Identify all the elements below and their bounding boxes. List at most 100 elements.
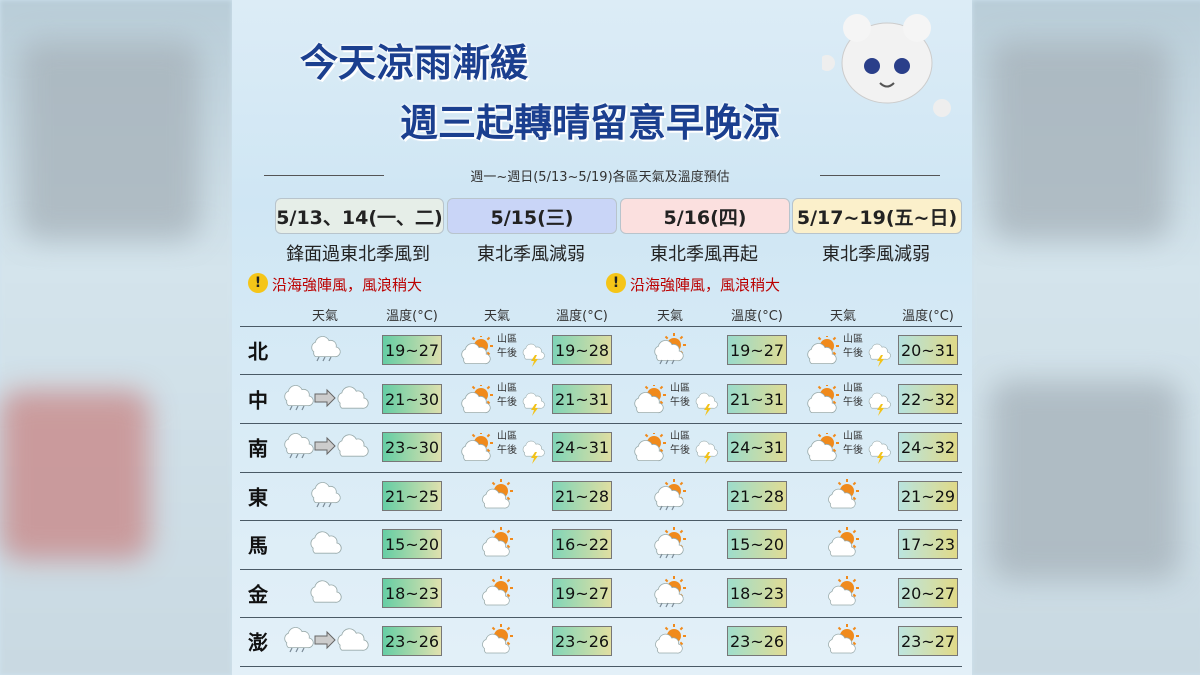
row-line bbox=[240, 520, 962, 521]
temperature: 19~27 bbox=[552, 578, 612, 608]
temperature: 23~26 bbox=[727, 626, 787, 656]
mascot bbox=[822, 14, 951, 117]
period-header: 5/13、14(一、二) bbox=[275, 198, 444, 234]
temperature: 21~31 bbox=[552, 384, 612, 414]
title-line: 週三起轉晴留意早晚涼 bbox=[400, 101, 781, 145]
temperature: 24~31 bbox=[552, 432, 612, 462]
temperature: 24~32 bbox=[898, 432, 958, 462]
icon-note: 午後 bbox=[843, 445, 863, 456]
weather-icon bbox=[807, 336, 839, 365]
temperature: 19~27 bbox=[727, 335, 787, 365]
row-line bbox=[240, 472, 962, 473]
temperature: 23~30 bbox=[382, 432, 442, 462]
weather-icon bbox=[807, 385, 839, 414]
icon-note: 山區 bbox=[497, 334, 517, 345]
temperature: 21~30 bbox=[382, 384, 442, 414]
column-header: 天氣 bbox=[656, 309, 684, 324]
period-header: 5/17~19(五~日) bbox=[792, 198, 962, 234]
temperature: 21~29 bbox=[898, 481, 958, 511]
weather-icon bbox=[284, 627, 369, 653]
weather-icon bbox=[461, 385, 493, 414]
temperature: 22~32 bbox=[898, 384, 958, 414]
icon-note: 山區 bbox=[497, 383, 517, 394]
weather-icon bbox=[284, 433, 369, 459]
weather-icon bbox=[522, 440, 545, 464]
weather-icon bbox=[654, 333, 686, 365]
icon-note: 午後 bbox=[843, 348, 863, 359]
icon-note: 午後 bbox=[843, 397, 863, 408]
temperature: 21~28 bbox=[727, 481, 787, 511]
weather-icon bbox=[482, 527, 513, 557]
weather-icon bbox=[482, 624, 513, 654]
column-header: 溫度(°C) bbox=[902, 309, 954, 324]
icon-note: 山區 bbox=[670, 383, 690, 394]
weather-icon bbox=[311, 336, 341, 362]
region: 中 bbox=[248, 388, 268, 413]
icon-note: 午後 bbox=[670, 397, 690, 408]
icon-note: 山區 bbox=[843, 383, 863, 394]
weather-icon bbox=[522, 392, 545, 416]
temperature: 17~23 bbox=[898, 529, 958, 559]
period-desc: 東北季風減弱 bbox=[822, 244, 930, 265]
weather-icon bbox=[310, 531, 342, 554]
column-header: 溫度(°C) bbox=[731, 309, 783, 324]
icon-note: 午後 bbox=[497, 348, 517, 359]
weather-icon bbox=[461, 433, 493, 462]
blur-shape bbox=[990, 380, 1180, 580]
column-header: 天氣 bbox=[483, 309, 511, 324]
blur-shape bbox=[20, 40, 200, 240]
row-line bbox=[240, 326, 962, 327]
weather-icon bbox=[868, 392, 891, 416]
temperature: 18~23 bbox=[727, 578, 787, 608]
icon-note: 午後 bbox=[670, 445, 690, 456]
weather-icon bbox=[807, 433, 839, 462]
region: 金 bbox=[248, 582, 268, 607]
weather-icon bbox=[284, 385, 369, 411]
blur-shape bbox=[990, 40, 1170, 240]
temperature: 20~27 bbox=[898, 578, 958, 608]
temperature: 15~20 bbox=[382, 529, 442, 559]
region: 澎 bbox=[248, 630, 268, 655]
icon-note: 午後 bbox=[497, 445, 517, 456]
weather-icon bbox=[654, 479, 686, 511]
period-header: 5/15(三) bbox=[447, 198, 617, 234]
row-line bbox=[240, 569, 962, 570]
icon-note: 午後 bbox=[497, 397, 517, 408]
temperature: 20~31 bbox=[898, 335, 958, 365]
weather-icon bbox=[482, 479, 513, 509]
column-header: 天氣 bbox=[829, 309, 857, 324]
warning-icon: ​! bbox=[606, 273, 626, 293]
weather-icon bbox=[828, 527, 859, 557]
temperature: 18~23 bbox=[382, 578, 442, 608]
icon-note: 山區 bbox=[670, 431, 690, 442]
warning-icon: ​! bbox=[248, 273, 268, 293]
weather-icon bbox=[461, 336, 493, 365]
temperature: 23~27 bbox=[898, 626, 958, 656]
temperature: 23~26 bbox=[552, 626, 612, 656]
weather-icon bbox=[868, 440, 891, 464]
weather-icon bbox=[655, 624, 686, 654]
blur-shape bbox=[0, 390, 150, 560]
row-line bbox=[240, 374, 962, 375]
temperature: 21~28 bbox=[552, 481, 612, 511]
region: 北 bbox=[248, 339, 268, 364]
weather-icon bbox=[828, 479, 859, 509]
icon-note: 山區 bbox=[843, 334, 863, 345]
temperature: 21~25 bbox=[382, 481, 442, 511]
weather-icon bbox=[654, 576, 686, 608]
weather-icon bbox=[310, 580, 342, 603]
region: 馬 bbox=[248, 533, 268, 558]
weather-icon bbox=[311, 482, 341, 508]
weather-icon bbox=[695, 392, 718, 416]
column-header: 天氣 bbox=[311, 309, 339, 324]
weather-icon bbox=[828, 624, 859, 654]
column-header: 溫度(°C) bbox=[386, 309, 438, 324]
column-header: 溫度(°C) bbox=[556, 309, 608, 324]
weather-icon bbox=[522, 343, 545, 367]
title-line: 今天涼雨漸緩 bbox=[300, 41, 529, 85]
period-header: 5/16(四) bbox=[620, 198, 790, 234]
weather-icon bbox=[634, 433, 666, 462]
divider bbox=[820, 175, 940, 176]
subtitle: 週一~週日(5/13~5/19)各區天氣及溫度預估 bbox=[470, 170, 730, 185]
